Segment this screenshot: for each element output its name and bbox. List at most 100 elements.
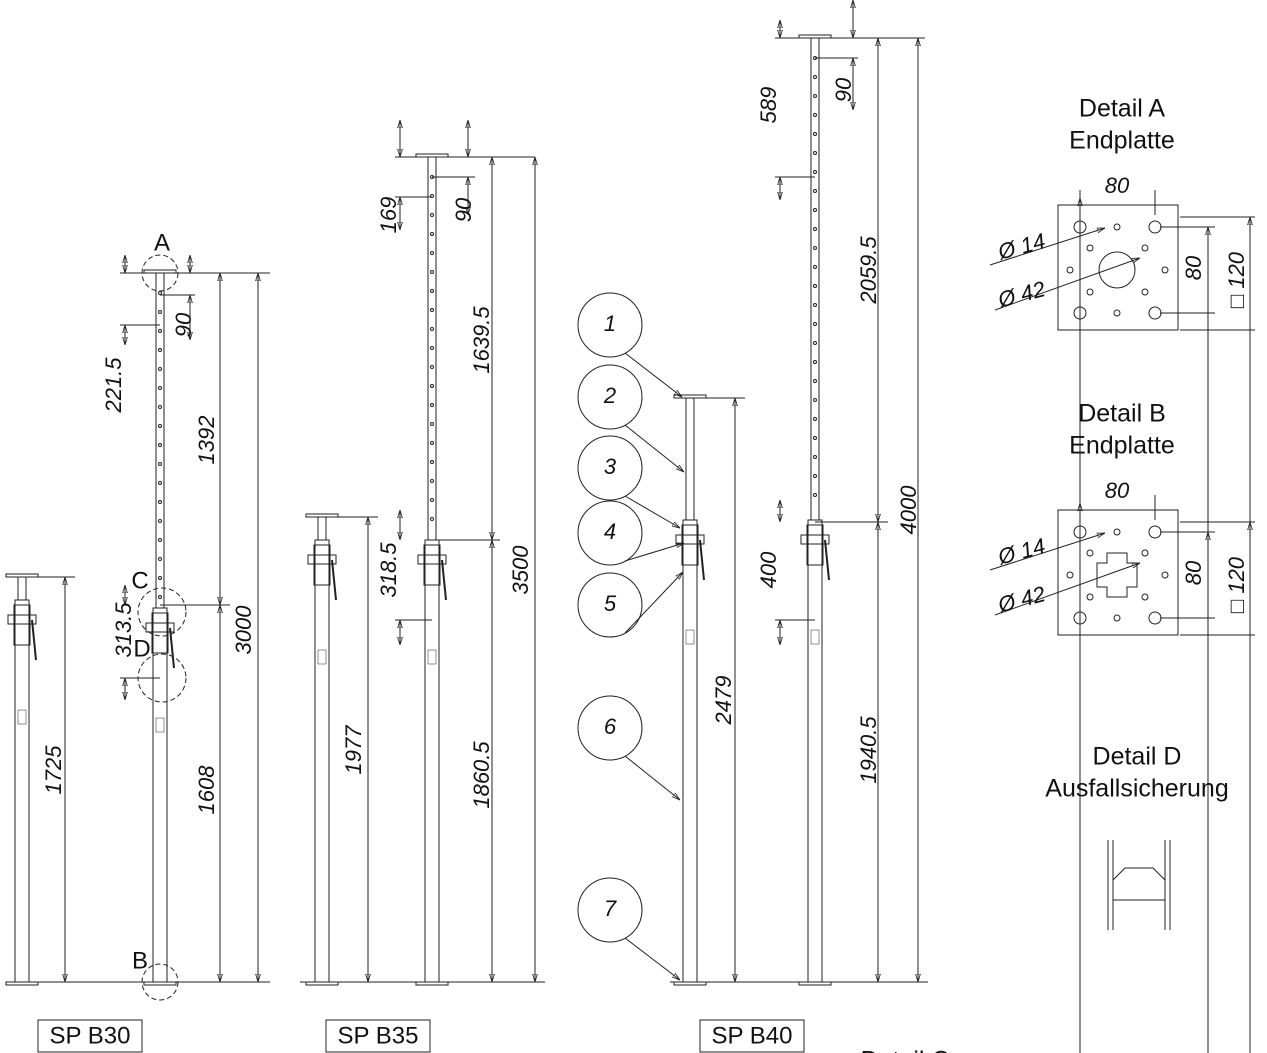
hole [158, 367, 162, 371]
line [331, 559, 337, 601]
hole [158, 481, 162, 485]
hole [158, 443, 162, 447]
fall-guard [1107, 840, 1171, 930]
label: 7 [604, 896, 617, 921]
tag [155, 717, 165, 733]
hole [813, 322, 817, 326]
line [989, 227, 1105, 266]
label: 1977 [341, 725, 366, 775]
thread [313, 544, 331, 586]
hole [813, 113, 817, 117]
callout [577, 435, 643, 501]
detail-marker [141, 963, 179, 1001]
hole [430, 422, 434, 426]
label: 90 [831, 77, 856, 102]
label: 90 [451, 197, 476, 222]
label: 169 [376, 197, 401, 234]
hole [1141, 288, 1149, 296]
nut [675, 534, 705, 545]
label-box [37, 1019, 143, 1053]
label: 3500 [508, 545, 533, 595]
nut [7, 614, 37, 625]
hole [158, 386, 162, 390]
hole [430, 232, 434, 236]
hole [1113, 528, 1121, 536]
label: 1392 [194, 416, 219, 465]
label: 80 [1105, 478, 1130, 503]
callout [577, 292, 643, 358]
label: Ø 14 [994, 533, 1048, 570]
thread [806, 524, 824, 566]
label: A [154, 229, 170, 256]
label: 589 [756, 87, 781, 124]
hole [1141, 244, 1149, 252]
hole [430, 460, 434, 464]
cross-hole [1096, 552, 1138, 598]
hole [813, 265, 817, 269]
label: 2 [603, 383, 616, 408]
inner-tube [317, 516, 327, 541]
hole [430, 403, 434, 407]
hole [1148, 525, 1162, 539]
label: Endplatte [1069, 432, 1175, 460]
hole [1148, 611, 1162, 625]
hole [1141, 549, 1149, 557]
thread [151, 612, 169, 654]
label: 1940.5 [856, 716, 881, 784]
callout [577, 572, 643, 638]
plate [1057, 509, 1179, 636]
label: 2479 [711, 676, 736, 726]
hole [1086, 593, 1094, 601]
hole [813, 132, 817, 136]
hole [1141, 593, 1149, 601]
label-box [325, 1019, 431, 1053]
label: 2059.5 [856, 236, 881, 305]
tag [317, 649, 327, 665]
inner-tube [685, 397, 695, 521]
label: Detail D [1093, 743, 1182, 771]
line [624, 542, 684, 562]
line [624, 424, 684, 472]
label: Ø 14 [994, 228, 1048, 265]
outer-tube [314, 539, 330, 983]
hole [813, 284, 817, 288]
label: 80 [1105, 173, 1130, 198]
hole [158, 329, 162, 333]
hole [158, 310, 162, 314]
hole [1113, 223, 1121, 231]
label: Ausfallsicherung [1045, 775, 1228, 803]
hole [158, 424, 162, 428]
hole [813, 360, 817, 364]
label: D [133, 635, 150, 662]
hole [158, 405, 162, 409]
line [31, 619, 37, 661]
inner-tube [17, 576, 27, 601]
hole [430, 498, 434, 502]
hole [430, 251, 434, 255]
hole [430, 346, 434, 350]
hole [813, 474, 817, 478]
outer-tube [424, 539, 440, 983]
hole [813, 94, 817, 98]
line [441, 559, 447, 601]
label: Detail A [1079, 95, 1165, 123]
hole [1148, 306, 1162, 320]
hole [430, 289, 434, 293]
hole [813, 151, 817, 155]
label: SP B35 [338, 1022, 419, 1049]
hole [1066, 571, 1074, 579]
callout [577, 695, 643, 761]
hole [158, 557, 162, 561]
hole [158, 519, 162, 523]
hole [430, 365, 434, 369]
label: SP B30 [50, 1022, 131, 1049]
hole [1086, 288, 1094, 296]
hole [430, 517, 434, 521]
hole [430, 213, 434, 217]
hole [813, 189, 817, 193]
label: B [132, 947, 148, 974]
label: 5 [604, 591, 617, 616]
hole [813, 75, 817, 79]
outer-tube [14, 599, 30, 983]
